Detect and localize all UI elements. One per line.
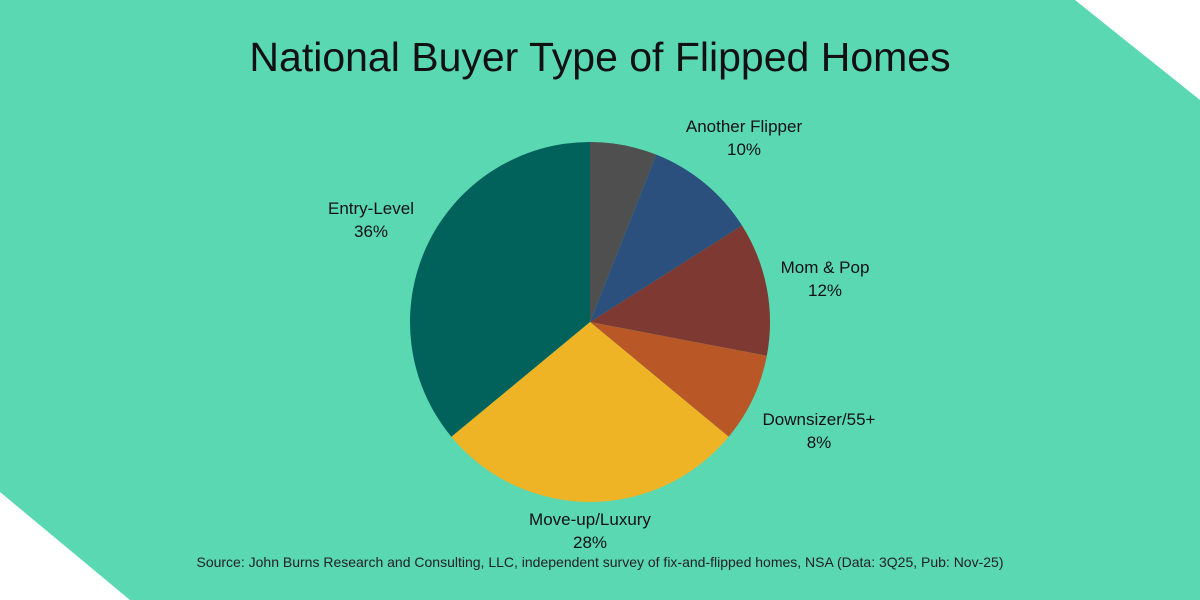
pie-slice-mom-pop xyxy=(590,225,770,356)
label-downsizer: Downsizer/55+ 8% xyxy=(709,408,929,454)
chart-title: National Buyer Type of Flipped Homes xyxy=(249,34,951,80)
label-move-up-luxury: Move-up/Luxury 28% xyxy=(480,508,700,554)
label-another-flipper-name: Another Flipper xyxy=(685,117,803,136)
pie-slice-another-flipper xyxy=(590,154,742,322)
label-move-up-luxury-name: Move-up/Luxury xyxy=(529,510,651,529)
pie-slice-move-up-luxury xyxy=(451,322,729,503)
pie-slice-downsizer-55 xyxy=(590,322,767,437)
label-downsizer-value: 8% xyxy=(806,433,832,452)
label-mom-and-pop-name: Mom & Pop xyxy=(780,258,870,277)
source-note: Source: John Burns Research and Consulti… xyxy=(196,554,1004,570)
label-entry-level: Entry-Level 36% xyxy=(261,197,481,243)
label-move-up-luxury-value: 28% xyxy=(572,533,608,552)
label-another-flipper: Another Flipper 10% xyxy=(634,115,854,161)
pie-slice-unlabeled-0 xyxy=(590,142,657,322)
pie-slice-entry-level xyxy=(409,142,590,437)
label-mom-and-pop-value: 12% xyxy=(807,281,843,300)
label-entry-level-value: 36% xyxy=(353,222,389,241)
label-another-flipper-value: 10% xyxy=(726,140,762,159)
label-mom-and-pop: Mom & Pop 12% xyxy=(715,256,935,302)
label-entry-level-name: Entry-Level xyxy=(328,199,414,218)
label-downsizer-name: Downsizer/55+ xyxy=(762,410,876,429)
